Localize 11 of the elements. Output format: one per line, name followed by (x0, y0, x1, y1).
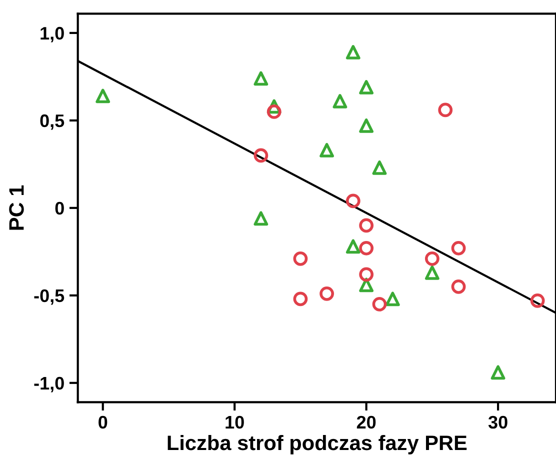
x-tick-label: 10 (226, 416, 244, 429)
y-tick-label: 1,0 (40, 26, 64, 42)
x-axis-title: Liczba strof podczas fazy PRE (168, 434, 467, 454)
x-tick-label: 0 (98, 416, 108, 429)
x-tick-label: 20 (356, 416, 376, 429)
y-axis-title: PC 1 (9, 185, 24, 230)
y-tick-label: -0,5 (34, 289, 64, 305)
y-tick-label: 0,5 (40, 114, 64, 130)
y-tick-label: -1,0 (34, 376, 64, 392)
y-tick-label: 0 (55, 202, 64, 215)
x-tick-label: 30 (488, 416, 508, 429)
